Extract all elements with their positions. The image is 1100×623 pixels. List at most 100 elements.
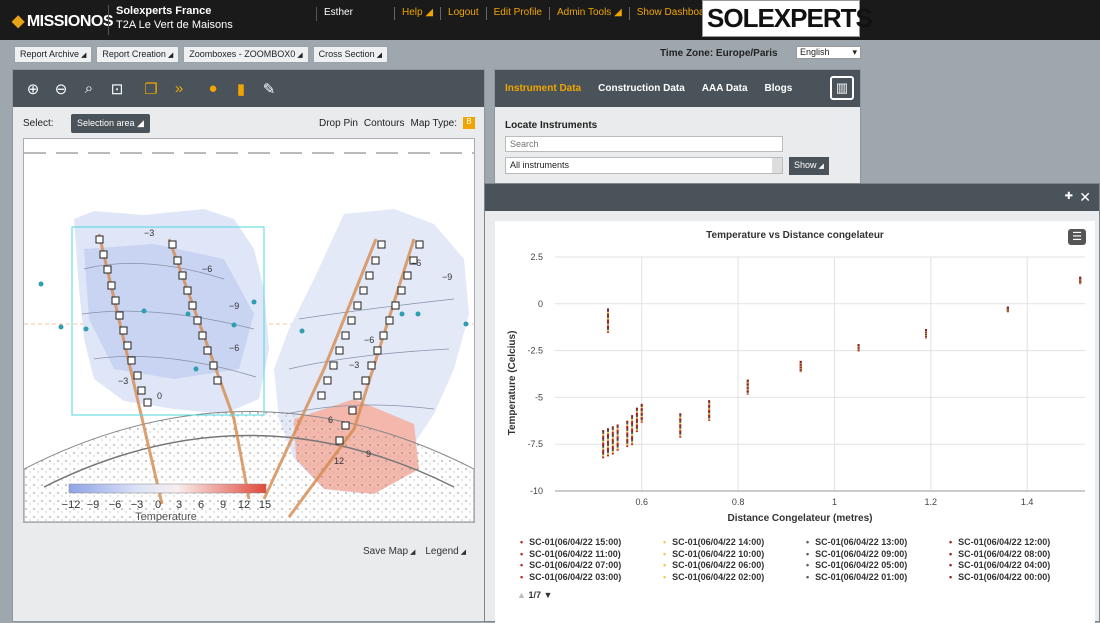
tab-blogs[interactable]: Blogs <box>764 83 793 94</box>
zoom-in-icon[interactable]: ⊕ <box>26 80 40 98</box>
save-map-menu[interactable]: Save Map <box>363 546 415 557</box>
locate-instruments-heading: Locate Instruments <box>505 120 598 131</box>
logout-link[interactable]: Logout <box>440 7 486 20</box>
missionos-logo[interactable]: ◆ MISSIONOS <box>12 11 114 31</box>
pager-up-icon[interactable]: ▲ <box>517 590 526 600</box>
data-point <box>626 432 629 435</box>
data-point <box>640 420 643 423</box>
data-point <box>611 438 614 441</box>
zoom-select-icon[interactable]: ⊡ <box>110 80 124 98</box>
language-select[interactable]: English <box>796 46 861 59</box>
edit-profile-link[interactable]: Edit Profile <box>485 7 549 20</box>
data-point <box>607 449 609 452</box>
legend-item[interactable]: SC-01(06/04/22 12:00) <box>949 537 1092 549</box>
data-point <box>626 427 629 430</box>
legend-item[interactable]: SC-01(06/04/22 09:00) <box>806 549 949 561</box>
map-instrument-markers[interactable] <box>95 235 424 445</box>
pager-down-icon[interactable]: ▼ <box>543 590 553 600</box>
data-point <box>640 417 643 420</box>
layers-icon[interactable]: ❐ <box>144 80 158 98</box>
map-sensor-dots[interactable] <box>38 281 469 372</box>
report-creation-menu[interactable]: Report Creation <box>96 46 180 63</box>
scatter-chart[interactable]: Temperature vs Distance congelateur Dist… <box>495 221 1095 531</box>
chart-window-header[interactable]: ✚ ✕ <box>485 184 1099 211</box>
legend-item[interactable]: SC-01(06/04/22 06:00) <box>663 560 806 572</box>
legend-item[interactable]: SC-01(06/04/22 02:00) <box>663 572 806 584</box>
data-point <box>640 407 643 410</box>
forward-icon[interactable]: » <box>174 80 184 97</box>
alarm-pin-icon[interactable]: ● <box>208 80 218 97</box>
timezone-label: Time Zone: Europe/Paris <box>660 48 778 59</box>
help-menu[interactable]: Help ◢ <box>394 7 440 20</box>
legend-item[interactable]: SC-01(06/04/22 10:00) <box>663 549 806 561</box>
zoom-out-icon[interactable]: ⊖ <box>54 80 68 98</box>
data-point <box>602 454 605 457</box>
show-button[interactable]: Show <box>789 157 829 175</box>
y-tick-label: -10 <box>530 486 543 496</box>
instrument-filter-select[interactable]: All instruments <box>505 157 783 174</box>
pencil-icon[interactable]: ✎ <box>262 80 276 98</box>
data-point <box>631 433 634 436</box>
data-point <box>640 403 643 406</box>
cross-section-menu[interactable]: Cross Section <box>312 46 388 63</box>
data-point <box>607 445 609 448</box>
data-point <box>602 451 605 454</box>
y-tick-label: 2.5 <box>530 252 543 262</box>
zoomboxes-menu[interactable]: Zoomboxes - ZOOMBOX0 <box>183 46 309 63</box>
data-point <box>708 400 711 403</box>
tab-construction-data[interactable]: Construction Data <box>598 83 685 94</box>
data-point <box>607 436 609 439</box>
legend-menu[interactable]: Legend <box>425 546 466 557</box>
marker-icon[interactable]: ▮ <box>236 80 246 98</box>
data-point <box>616 443 619 446</box>
legend-pager[interactable]: ▲ 1/7 ▼ <box>517 590 552 600</box>
chart-menu-button[interactable]: ☰ <box>1068 229 1086 245</box>
map-options: Drop Pin Contours Map Type: B <box>319 117 475 129</box>
data-point <box>616 435 619 438</box>
logo-icon: ◆ <box>12 13 24 30</box>
close-icon[interactable]: ✕ <box>1079 189 1091 205</box>
legend-item[interactable]: SC-01(06/04/22 15:00) <box>520 537 663 549</box>
map-footer-links: Save Map Legend <box>363 546 466 557</box>
data-tabs: Instrument Data Construction Data AAA Da… <box>495 70 860 107</box>
show-dashboard-link[interactable]: Show Dashboard <box>628 7 721 20</box>
data-point <box>631 426 634 429</box>
data-point <box>602 452 605 455</box>
tab-aaa-data[interactable]: AAA Data <box>701 83 748 94</box>
data-point <box>708 417 711 420</box>
selection-area-dropdown[interactable]: Selection area ◢ <box>71 114 150 133</box>
data-point <box>607 438 609 441</box>
bar-chart-icon[interactable]: ▥ <box>830 76 854 100</box>
report-archive-menu[interactable]: Report Archive <box>14 46 93 63</box>
legend-item[interactable]: SC-01(06/04/22 05:00) <box>806 560 949 572</box>
x-tick-label: 1.2 <box>925 497 938 507</box>
data-point <box>708 410 711 413</box>
data-point <box>602 445 605 448</box>
legend-item[interactable]: SC-01(06/04/22 04:00) <box>949 560 1092 572</box>
legend-item[interactable]: SC-01(06/04/22 08:00) <box>949 549 1092 561</box>
drop-pin-link[interactable]: Drop Pin <box>319 118 358 129</box>
legend-item[interactable]: SC-01(06/04/22 07:00) <box>520 560 663 572</box>
pin-icon[interactable]: ✚ <box>1064 191 1073 202</box>
data-point <box>857 343 860 346</box>
map-type-button[interactable]: B <box>463 117 475 129</box>
search-input[interactable] <box>505 136 783 152</box>
zoom-extent-icon[interactable]: ⌕ <box>84 80 94 97</box>
map-canvas[interactable]: −3 −6 −9 −6 −3 0 −6 −9 −6 −3 6 9 12 −12 −9 −6 −3 0 3 6 9 12 1… <box>23 138 475 523</box>
svg-text:12: 12 <box>334 456 344 466</box>
admin-tools-menu[interactable]: Admin Tools ◢ <box>549 7 629 20</box>
chart-window: ✚ ✕ Temperature vs Distance congelateur … <box>484 183 1100 623</box>
legend-item[interactable]: SC-01(06/04/22 01:00) <box>806 572 949 584</box>
data-point <box>679 417 682 420</box>
legend-item[interactable]: SC-01(06/04/22 14:00) <box>663 537 806 549</box>
data-point <box>631 422 634 425</box>
legend-item[interactable]: SC-01(06/04/22 11:00) <box>520 549 663 561</box>
brand-main: SOLEXPERTS <box>707 3 873 33</box>
legend-item[interactable]: SC-01(06/04/22 00:00) <box>949 572 1092 584</box>
selection-rectangle[interactable] <box>71 226 265 416</box>
legend-item[interactable]: SC-01(06/04/22 03:00) <box>520 572 663 584</box>
tab-instrument-data[interactable]: Instrument Data <box>505 83 582 94</box>
legend-item[interactable]: SC-01(06/04/22 13:00) <box>806 537 949 549</box>
contours-link[interactable]: Contours <box>363 118 405 129</box>
svg-text:6: 6 <box>198 499 204 511</box>
